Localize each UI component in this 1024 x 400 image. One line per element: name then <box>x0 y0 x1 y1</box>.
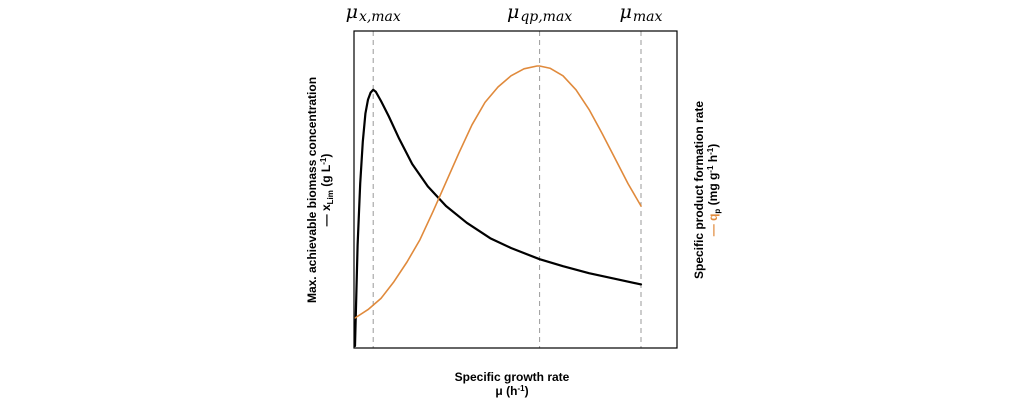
reference-label-0: μx,max <box>346 1 401 25</box>
reference-label-1: μqp,max <box>507 1 572 25</box>
reference-labels: μx,max μqp,max μmax <box>346 1 663 25</box>
plot-frame <box>353 30 678 349</box>
reference-lines <box>372 31 642 348</box>
series-line-0 <box>353 88 643 348</box>
right-y-label-line2: — qp (mg g-1 h-1) <box>706 144 722 236</box>
x-axis-unit: μ (h-1) <box>495 384 528 398</box>
left-y-label-line2: — xLim (g L-1) <box>319 154 335 227</box>
left-y-label-line1: Max. achievable biomass concentration <box>305 77 319 303</box>
series-group <box>353 65 643 348</box>
right-y-label-line1: Specific product formation rate <box>692 101 706 279</box>
right-y-axis-label: Specific product formation rate — qp (mg… <box>692 101 722 279</box>
series-line-1 <box>354 65 642 319</box>
reference-label-2: μmax <box>620 1 663 25</box>
left-y-axis-label: — xLim (g L-1) Max. achievable biomass c… <box>305 77 335 303</box>
x-axis-label: Specific growth rate <box>455 370 570 384</box>
